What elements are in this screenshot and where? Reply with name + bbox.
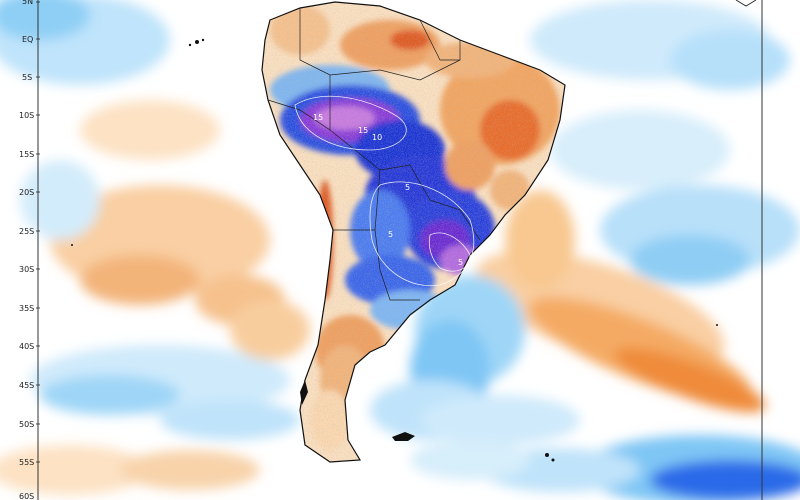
latitude-label: 15S bbox=[19, 150, 34, 159]
south-america-coastline bbox=[261, 1, 566, 463]
latitude-label: 35S bbox=[19, 304, 34, 313]
latitude-label: 10S bbox=[19, 111, 34, 120]
latitude-label: 50S bbox=[19, 420, 34, 429]
country-borders bbox=[267, 8, 481, 301]
latitude-axis: 5N EQ 5S 10S 15S 20S 25S 30S 35S 40S 45S… bbox=[19, 0, 34, 500]
contour-label: 5 bbox=[388, 230, 393, 239]
contour-label-group: 15 15 10 5 5 5 bbox=[313, 113, 463, 267]
latitude-label: EQ bbox=[22, 35, 33, 44]
anomaly-contours bbox=[294, 95, 475, 287]
contour-label: 15 bbox=[358, 126, 368, 135]
latitude-label: 25S bbox=[19, 227, 34, 236]
latitude-label: 30S bbox=[19, 265, 34, 274]
latitude-label: 55S bbox=[19, 458, 34, 467]
contour-label: 5 bbox=[405, 183, 410, 192]
latitude-label: 20S bbox=[19, 188, 34, 197]
latitude-label: 45S bbox=[19, 381, 34, 390]
latitude-label: 40S bbox=[19, 342, 34, 351]
logo-icon bbox=[735, 0, 757, 7]
latitude-label: 5N bbox=[22, 0, 33, 6]
latitude-label: 5S bbox=[22, 73, 32, 82]
latitude-label: 60S bbox=[19, 492, 34, 500]
islands bbox=[71, 38, 718, 462]
contour-label: 5 bbox=[458, 258, 463, 267]
contour-label: 15 bbox=[313, 113, 323, 122]
contour-label: 10 bbox=[372, 133, 382, 142]
